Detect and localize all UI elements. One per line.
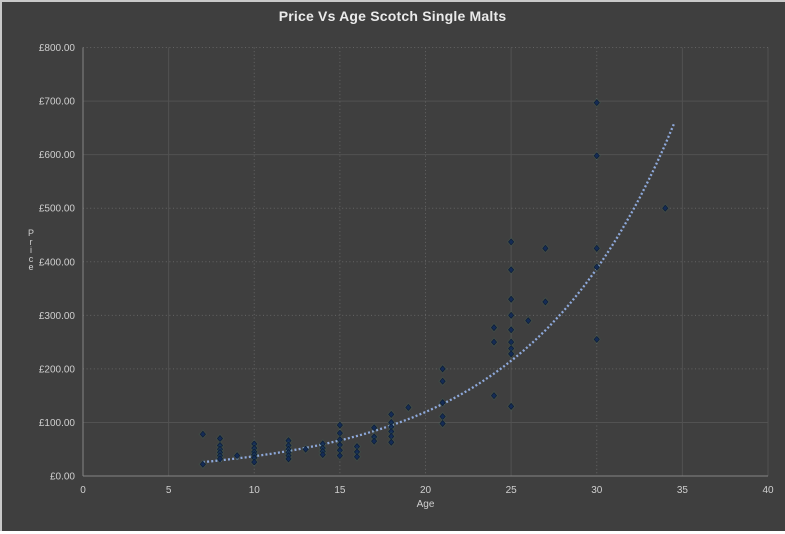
chart-border-left xyxy=(0,0,2,531)
x-tick-label: 30 xyxy=(591,485,603,496)
data-point xyxy=(354,453,360,461)
data-point xyxy=(508,326,515,334)
data-point xyxy=(388,438,395,446)
data-point xyxy=(508,311,515,319)
data-point xyxy=(662,204,669,212)
data-point xyxy=(525,317,532,325)
data-point xyxy=(593,244,600,252)
y-tick-label: £500.00 xyxy=(39,204,76,215)
data-point xyxy=(234,452,241,460)
data-point xyxy=(439,420,446,427)
x-tick-label: 10 xyxy=(249,485,261,496)
y-tick-label: £400.00 xyxy=(39,257,76,268)
x-tick-label: 15 xyxy=(334,485,346,496)
y-tick-label: £100.00 xyxy=(39,418,76,429)
data-point xyxy=(593,152,600,160)
data-point xyxy=(336,421,343,429)
data-point xyxy=(508,350,515,358)
data-point xyxy=(491,338,497,346)
data-point xyxy=(508,295,515,303)
x-tick-label: 0 xyxy=(80,485,86,496)
data-point xyxy=(542,244,549,252)
data-point xyxy=(439,365,446,373)
y-tick-label: £200.00 xyxy=(39,364,76,375)
data-point xyxy=(251,458,258,466)
data-point xyxy=(405,403,412,411)
y-tick-label: £600.00 xyxy=(39,150,76,161)
data-point xyxy=(371,424,378,432)
x-tick-label: 40 xyxy=(762,485,774,496)
data-point xyxy=(491,324,497,332)
data-point xyxy=(508,238,515,246)
data-point xyxy=(285,455,292,463)
x-axis-title: Age xyxy=(416,499,435,510)
data-point xyxy=(439,377,446,385)
y-tick-label: £300.00 xyxy=(39,311,76,322)
data-point xyxy=(371,437,378,445)
data-point xyxy=(319,451,326,459)
data-point xyxy=(508,266,515,274)
data-point xyxy=(508,402,515,410)
y-tick-label: £800.00 xyxy=(39,43,76,54)
data-point xyxy=(593,335,600,343)
data-point xyxy=(302,445,309,453)
y-tick-label: £700.00 xyxy=(39,97,76,108)
data-point xyxy=(542,298,549,306)
data-point xyxy=(593,263,600,271)
x-tick-label: 5 xyxy=(166,485,172,496)
data-point xyxy=(199,430,206,438)
data-point xyxy=(439,413,446,421)
data-point xyxy=(336,452,343,460)
chart-border-top xyxy=(0,0,785,2)
data-point xyxy=(388,410,395,418)
y-axis-title: P r i c e xyxy=(27,228,34,273)
data-point xyxy=(439,399,446,407)
worksheet-edge xyxy=(0,531,785,534)
data-point xyxy=(217,435,223,442)
data-point xyxy=(217,455,223,463)
data-point xyxy=(593,99,600,107)
trendline xyxy=(202,123,675,464)
x-tick-label: 35 xyxy=(677,485,689,496)
data-point xyxy=(491,392,497,400)
y-tick-label: £0.00 xyxy=(50,472,75,483)
data-point xyxy=(199,460,206,468)
x-tick-label: 25 xyxy=(506,485,518,496)
x-tick-label: 20 xyxy=(420,485,432,496)
chart-title: Price Vs Age Scotch Single Malts xyxy=(278,8,507,24)
